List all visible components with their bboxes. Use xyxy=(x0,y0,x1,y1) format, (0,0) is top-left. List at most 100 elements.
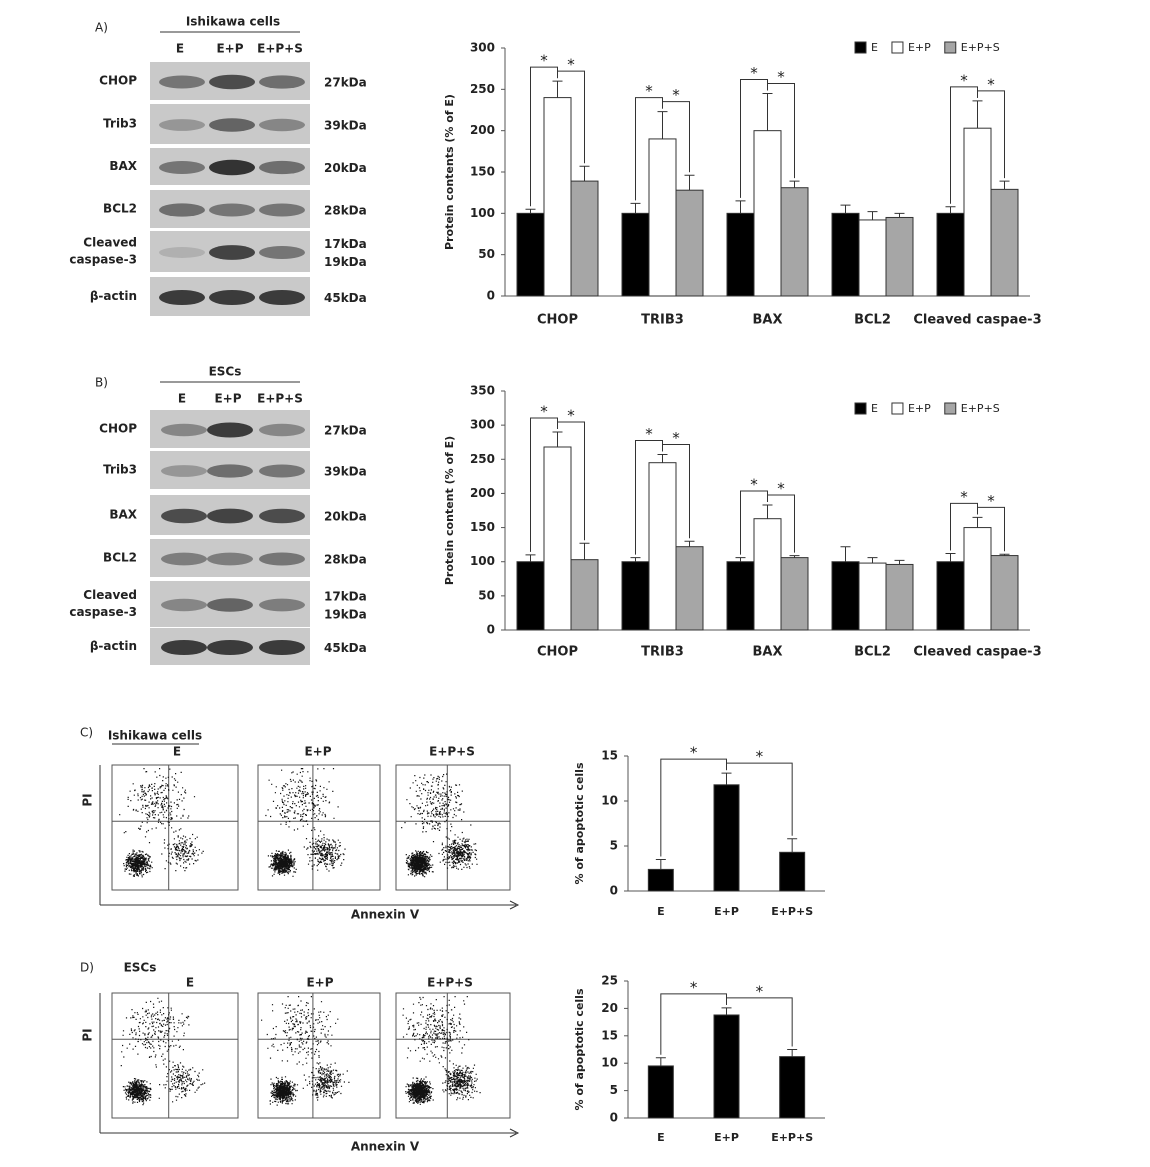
bar xyxy=(779,851,806,892)
bar xyxy=(713,1014,740,1119)
bar xyxy=(648,462,677,631)
legend-swatch xyxy=(854,41,867,54)
x-tick-label: BCL2 xyxy=(854,313,891,328)
error-bar xyxy=(552,431,563,447)
significance-label: * xyxy=(567,406,575,424)
blot-band xyxy=(159,161,205,174)
significance-label: * xyxy=(672,86,680,104)
y-tick-label: 250 xyxy=(470,452,495,466)
bar xyxy=(936,212,965,297)
bar xyxy=(648,138,677,297)
blot-band xyxy=(161,598,207,612)
error-bar xyxy=(657,454,668,463)
x-tick-label: TRIB3 xyxy=(641,645,684,660)
significance-bracket xyxy=(977,90,1005,179)
significance-label: * xyxy=(690,978,698,996)
blot-band xyxy=(207,639,253,656)
legend-swatch xyxy=(854,402,867,415)
legend-swatch xyxy=(891,41,904,54)
significance-bracket xyxy=(662,444,690,539)
significance-bracket xyxy=(557,421,585,541)
blot-band xyxy=(207,422,253,438)
x-tick-label: CHOP xyxy=(537,645,578,660)
bar xyxy=(543,446,572,631)
error-bar xyxy=(762,92,773,131)
significance-label: * xyxy=(690,744,698,762)
y-tick-label: 10 xyxy=(601,794,618,808)
lane-label: E+P xyxy=(216,42,243,56)
significance-label: * xyxy=(750,476,758,494)
blot-band xyxy=(259,246,305,259)
blot-size: 39kDa xyxy=(324,119,367,133)
legend-label: E xyxy=(871,402,878,415)
blot-band xyxy=(259,464,305,478)
error-bar xyxy=(721,1007,732,1015)
blot-row-label: Cleaved xyxy=(83,588,137,602)
y-tick-label: 150 xyxy=(470,165,495,179)
error-bar xyxy=(630,557,641,562)
y-tick-label: 150 xyxy=(470,520,495,534)
bar xyxy=(990,555,1019,631)
significance-bracket xyxy=(557,70,585,164)
y-tick-label: 5 xyxy=(610,839,618,853)
lane-label: E+P+S xyxy=(257,392,303,406)
error-bar xyxy=(579,542,590,560)
x-tick-label: E+P+S xyxy=(771,905,813,918)
legend-swatch xyxy=(944,402,957,415)
blot-band xyxy=(159,203,205,217)
y-tick-label: 0 xyxy=(610,1111,618,1125)
significance-label: * xyxy=(777,480,785,498)
panel-label: A) xyxy=(95,21,108,35)
blot-band xyxy=(161,552,207,566)
blot-row-label: CHOP xyxy=(99,422,137,436)
y-tick-label: 25 xyxy=(601,974,618,988)
bar xyxy=(570,559,599,631)
blot-row-label: Cleaved xyxy=(83,236,137,250)
y-axis-label: Protein content (% of E) xyxy=(443,436,456,585)
significance-bracket xyxy=(726,762,793,836)
error-bar xyxy=(789,180,800,188)
bar xyxy=(675,546,704,631)
blot-size: 19kDa xyxy=(324,255,367,269)
blot-size: 20kDa xyxy=(324,161,367,175)
y-tick-label: 250 xyxy=(470,82,495,96)
y-axis-label: Protein contents (% of E) xyxy=(443,94,456,250)
blot-size: 19kDa xyxy=(324,608,367,622)
bar xyxy=(885,216,914,297)
bar xyxy=(516,212,545,297)
panel-label: C) xyxy=(80,726,93,740)
error-bar xyxy=(525,208,536,214)
significance-label: * xyxy=(750,64,758,82)
y-axis-label: % of apoptotic cells xyxy=(573,988,586,1110)
flow-x-label: Annexin V xyxy=(351,908,420,922)
y-tick-label: 50 xyxy=(478,588,495,602)
significance-label: * xyxy=(645,82,653,100)
x-tick-label: BAX xyxy=(753,645,783,660)
blot-row-label: BCL2 xyxy=(103,202,137,216)
bar xyxy=(753,518,782,631)
blot-band xyxy=(159,75,205,89)
error-bar xyxy=(735,200,746,214)
blot-band xyxy=(207,552,253,566)
blot-band xyxy=(209,159,255,176)
blot-band xyxy=(207,598,253,612)
blot-size: 28kDa xyxy=(324,553,367,567)
blot-band xyxy=(259,75,305,89)
x-tick-label: CHOP xyxy=(537,313,578,328)
bar xyxy=(753,130,782,297)
error-bar xyxy=(840,546,851,562)
blot-band xyxy=(259,423,305,437)
lane-label: E+P xyxy=(214,392,241,406)
x-tick-label: BCL2 xyxy=(854,645,891,660)
lane-label: E xyxy=(176,42,184,56)
lane-label: E xyxy=(178,392,186,406)
error-bar xyxy=(525,554,536,562)
significance-label: * xyxy=(645,425,653,443)
blot-band xyxy=(209,289,255,306)
lane-label: E+P xyxy=(306,976,333,990)
flow-dots xyxy=(402,996,481,1105)
bar xyxy=(831,561,860,631)
significance-bracket xyxy=(977,506,1005,552)
blot-size: 28kDa xyxy=(324,204,367,218)
bar xyxy=(780,557,809,631)
